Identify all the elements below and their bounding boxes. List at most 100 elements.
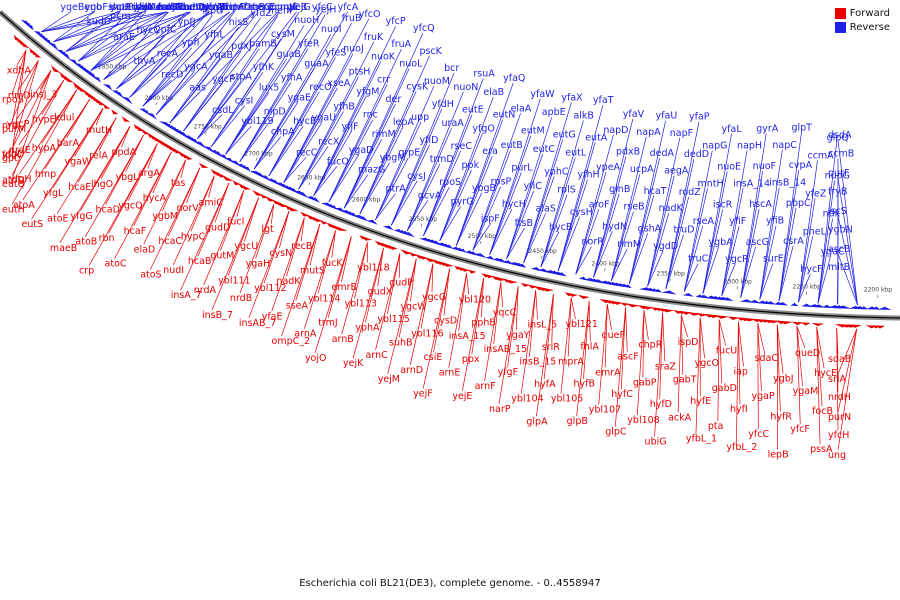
forward-gene-leader	[149, 167, 201, 270]
forward-feature	[163, 142, 174, 149]
forward-gene-label: hcaF	[124, 226, 147, 237]
reverse-gene-leader	[116, 11, 187, 89]
reverse-gene-label: tadA	[159, 2, 182, 13]
reverse-gene-label: rimM	[372, 129, 396, 140]
reverse-gene-label: hisS	[229, 17, 249, 28]
reverse-gene-label: yfcO	[359, 9, 381, 20]
reverse-feature	[835, 305, 852, 309]
forward-gene-leader	[375, 253, 401, 351]
forward-gene-leader	[551, 294, 554, 342]
reverse-gene-label: rseC	[451, 141, 473, 152]
reverse-gene-label: ndk	[823, 208, 841, 219]
reverse-gene-label: recX	[318, 136, 340, 147]
reverse-gene-leader	[593, 193, 620, 278]
forward-gene-leader	[281, 224, 321, 336]
reverse-gene-label: yfiD	[419, 135, 438, 146]
forward-gene-leader	[398, 258, 417, 338]
reverse-gene-label: hycB	[549, 222, 572, 233]
reverse-gene-leader	[298, 111, 344, 190]
reverse-gene-leader	[575, 172, 607, 275]
reverse-gene-leader	[90, 11, 214, 71]
forward-gene-leader	[352, 247, 384, 359]
reverse-gene-leader	[197, 48, 260, 140]
reverse-gene-label: nuoL	[399, 58, 423, 69]
forward-gene-leader	[625, 307, 628, 352]
reverse-gene-leader	[253, 102, 298, 169]
forward-feature	[141, 128, 151, 135]
forward-gene-leader	[431, 263, 434, 293]
reverse-gene-leader	[129, 11, 231, 98]
forward-feature	[485, 274, 494, 279]
reverse-gene-label: yfeZ	[805, 188, 827, 199]
forward-gene-leader	[654, 312, 663, 437]
reverse-gene-label: yqeB	[60, 2, 84, 13]
reverse-feature	[653, 288, 663, 293]
forward-gene-leader	[507, 286, 519, 368]
reverse-gene-label: yfcB	[287, 2, 308, 13]
reverse-gene-label: glnB	[609, 184, 630, 195]
reverse-gene-label: eutN	[493, 110, 516, 121]
forward-gene-label: gudP	[389, 278, 413, 289]
legend-forward-label: Forward	[849, 7, 890, 19]
reverse-gene-leader	[328, 119, 374, 203]
forward-feature	[791, 321, 804, 326]
forward-gene-leader	[738, 321, 744, 367]
reverse-gene-label: yfhK	[253, 62, 275, 73]
forward-feature	[64, 75, 74, 83]
reverse-gene-label: ascG	[746, 237, 769, 248]
reverse-gene-leader	[817, 142, 837, 304]
forward-gene-leader	[776, 324, 784, 374]
forward-gene-leader	[314, 236, 352, 354]
reverse-gene-label: yejH	[315, 5, 336, 16]
reverse-gene-label: menH	[181, 2, 209, 13]
forward-feature	[875, 325, 886, 329]
reverse-gene-leader	[455, 119, 504, 246]
reverse-gene-leader	[142, 15, 213, 107]
reverse-gene-label: stpA	[231, 72, 253, 83]
reverse-gene-label: ptrA	[386, 183, 407, 194]
reverse-gene-label: pdxB	[616, 147, 640, 158]
forward-feature	[83, 90, 92, 96]
reverse-feature	[282, 186, 296, 193]
forward-gene-label: csiE	[424, 352, 443, 363]
reverse-gene-leader	[313, 166, 338, 196]
reverse-gene-leader	[610, 211, 634, 281]
reverse-gene-leader	[375, 85, 435, 220]
forward-gene-label: hycA	[143, 193, 167, 204]
forward-gene-label: ybl115	[377, 314, 409, 325]
forward-gene-label: arnF	[475, 381, 496, 392]
forward-feature	[650, 307, 660, 311]
reverse-gene-label: ascB	[828, 244, 851, 255]
forward-gene-label: gudX	[368, 286, 393, 297]
reverse-gene-label: nuoN	[453, 82, 478, 93]
forward-gene-leader	[484, 282, 502, 382]
forward-gene-label: yfbL_2	[726, 442, 757, 453]
reverse-gene-leader	[211, 11, 300, 147]
reverse-gene-label: ygaC	[821, 246, 845, 257]
reverse-feature	[682, 292, 694, 297]
reverse-gene-label: ygcA	[184, 62, 208, 73]
reverse-swatch	[834, 21, 846, 33]
forward-gene-label: eutS	[21, 219, 43, 230]
forward-gene-label: arnC	[366, 350, 389, 361]
reverse-gene-leader	[455, 192, 483, 246]
forward-feature	[31, 49, 39, 56]
reverse-gene-leader	[407, 200, 429, 231]
forward-gene-label: gpt	[2, 153, 18, 164]
reverse-gene-leader	[78, 11, 167, 62]
scale-tick	[308, 182, 311, 186]
reverse-gene-leader	[740, 133, 767, 298]
scale-tick-label: 2650 kbp	[297, 175, 325, 182]
forward-gene-label: crp	[79, 266, 94, 277]
forward-feature	[311, 216, 324, 222]
reverse-gene-leader	[798, 198, 816, 303]
forward-gene-label: fucU	[716, 345, 738, 356]
reverse-gene-leader	[778, 207, 797, 301]
forward-gene-label: atoS	[140, 270, 161, 281]
reverse-feature	[801, 303, 812, 307]
forward-gene-label: ppx	[462, 354, 480, 365]
forward-gene-leader	[717, 319, 720, 422]
reverse-gene-leader	[268, 126, 304, 176]
reverse-gene-leader	[41, 11, 144, 33]
forward-feature	[848, 324, 862, 328]
